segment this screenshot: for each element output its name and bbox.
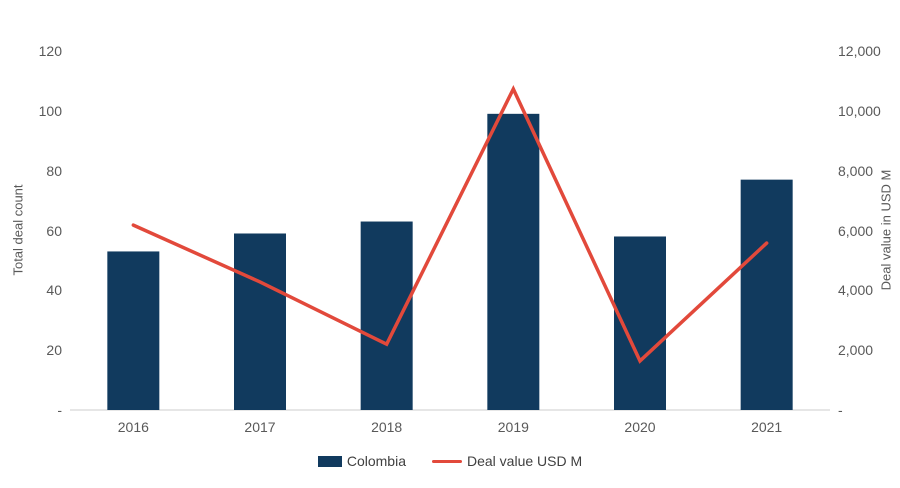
left-axis-tick-20: 20: [46, 342, 62, 359]
x-axis-label-2018: 2018: [371, 419, 403, 435]
bar-series-swatch-icon: [317, 455, 342, 467]
left-axis-tick-60: 60: [46, 222, 62, 239]
bar-2021: [740, 179, 793, 410]
left-axis-tick-80: 80: [46, 162, 62, 179]
bar-2019: [487, 113, 540, 410]
legend-item-deal-value: Deal value USD M: [431, 453, 583, 469]
right-axis-tick-12,000: 12,000: [838, 43, 881, 59]
bar-2017: [234, 233, 286, 410]
right-axis-tick-2,000: 2,000: [838, 342, 874, 359]
right-axis-tick--: -: [838, 402, 843, 418]
left-axis-tick-100: 100: [38, 102, 62, 119]
deal-value-line: [131, 84, 769, 364]
bar-2016: [107, 251, 160, 410]
legend-item-colombia: Colombia: [317, 453, 406, 469]
right-axis-tick-4,000: 4,000: [838, 282, 874, 299]
x-axis-label-2019: 2019: [497, 419, 529, 435]
x-axis-label-2017: 2017: [244, 419, 276, 435]
left-axis-tick--: -: [57, 402, 62, 418]
left-axis-tick-120: 120: [38, 43, 62, 59]
right-axis-tick-10,000: 10,000: [838, 102, 881, 119]
legend: Colombia Deal value USD M: [0, 453, 900, 469]
line-series-marker-icon: [431, 459, 462, 463]
x-axis-label-2016: 2016: [117, 419, 149, 435]
x-axis-label-2020: 2020: [624, 419, 656, 435]
bar-2018: [360, 221, 413, 410]
legend-label-colombia: Colombia: [346, 453, 406, 469]
left-axis-tick-40: 40: [46, 282, 62, 299]
x-axis-label-2021: 2021: [751, 419, 783, 435]
right-axis-tick-8,000: 8,000: [838, 162, 874, 179]
right-axis-tick-6,000: 6,000: [838, 222, 874, 239]
legend-label-deal-value: Deal value USD M: [466, 453, 583, 469]
